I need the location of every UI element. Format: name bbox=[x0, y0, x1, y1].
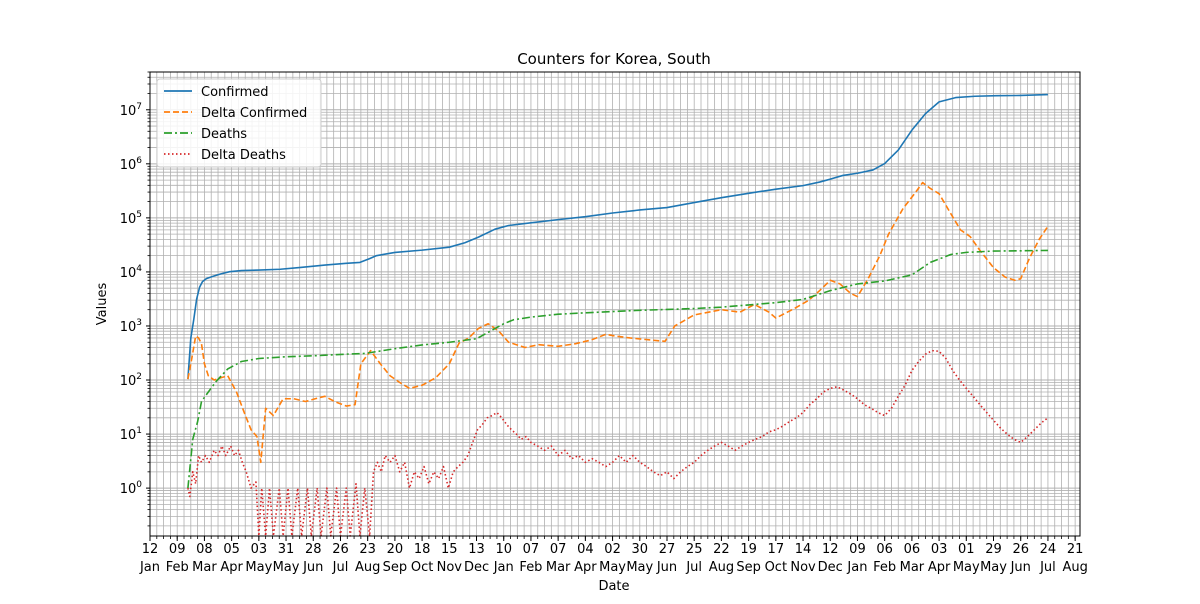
series-lines bbox=[187, 93, 1049, 537]
x-tick-label-day: 29 bbox=[985, 542, 1002, 557]
y-tick-label: 103 bbox=[120, 318, 142, 335]
x-tick-label-month: Sep bbox=[736, 560, 761, 575]
x-tick-label-month: Mar bbox=[900, 560, 925, 575]
x-tick-label-day: 12 bbox=[822, 542, 839, 557]
x-tick-label-month: May bbox=[273, 560, 300, 575]
x-tick-label-month: May bbox=[599, 560, 626, 575]
x-tick-label-day: 01 bbox=[958, 542, 975, 557]
x-tick-label-day: 30 bbox=[632, 542, 649, 557]
y-tick-label: 106 bbox=[120, 156, 143, 173]
grid-lines bbox=[149, 71, 1080, 536]
x-tick-label-day: 26 bbox=[332, 542, 349, 557]
legend-box bbox=[156, 78, 322, 168]
x-tick-label-month: Jan bbox=[846, 560, 867, 575]
legend-label: Confirmed bbox=[201, 85, 269, 100]
x-tick-label-day: 05 bbox=[223, 542, 240, 557]
x-tick-label-month: Jun bbox=[1010, 560, 1031, 575]
plot-frame bbox=[149, 71, 1081, 537]
legend-label: Delta Confirmed bbox=[201, 106, 307, 121]
x-tick-label-day: 27 bbox=[659, 542, 676, 557]
x-tick-label-day: 03 bbox=[931, 542, 948, 557]
x-tick-label-month: Jul bbox=[685, 560, 702, 575]
x-tick-label-day: 26 bbox=[1012, 542, 1029, 557]
x-tick-label-month: Feb bbox=[519, 560, 542, 575]
x-tick-label-day: 09 bbox=[169, 542, 186, 557]
series-line-confirmed bbox=[187, 93, 1048, 380]
x-tick-label-day: 08 bbox=[196, 542, 213, 557]
x-tick-label-month: Jun bbox=[302, 560, 323, 575]
x-tick-label-month: Nov bbox=[437, 560, 463, 575]
x-tick-label-month: Jun bbox=[656, 560, 677, 575]
x-tick-label-day: 07 bbox=[523, 542, 540, 557]
y-tick-label: 104 bbox=[120, 264, 143, 281]
x-axis-label: Date bbox=[598, 579, 629, 594]
x-tick-label-day: 28 bbox=[305, 542, 322, 557]
x-tick-label-day: 07 bbox=[550, 542, 567, 557]
x-tick-label-day: 19 bbox=[740, 542, 757, 557]
series-line-delta-confirmed bbox=[187, 181, 1049, 464]
y-axis-ticks: 100 101 102 103 104 105 106 107 bbox=[120, 71, 150, 527]
x-tick-label-day: 15 bbox=[441, 542, 458, 557]
y-tick-label: 100 bbox=[120, 480, 143, 497]
x-tick-label-day: 04 bbox=[577, 542, 594, 557]
y-tick-label: 101 bbox=[120, 426, 142, 443]
x-tick-label-month: Apr bbox=[928, 560, 951, 575]
x-tick-label-day: 31 bbox=[278, 542, 295, 557]
x-tick-label-day: 06 bbox=[904, 542, 921, 557]
legend: Confirmed Delta Confirmed Deaths Delta Deat… bbox=[156, 78, 322, 168]
y-tick-label: 105 bbox=[120, 210, 142, 227]
series-line-deaths bbox=[187, 249, 1048, 489]
x-tick-label-day: 21 bbox=[1067, 542, 1084, 557]
x-tick-label-month: May bbox=[980, 560, 1007, 575]
x-tick-label-month: Feb bbox=[166, 560, 189, 575]
x-tick-label-month: Nov bbox=[790, 560, 816, 575]
x-tick-label-day: 22 bbox=[713, 542, 730, 557]
x-tick-label-month: Apr bbox=[574, 560, 597, 575]
x-tick-label-month: Jul bbox=[1039, 560, 1056, 575]
x-tick-label-month: May bbox=[245, 560, 272, 575]
y-tick-label: 107 bbox=[120, 102, 142, 119]
x-tick-label-day: 20 bbox=[387, 542, 404, 557]
x-tick-label-month: Aug bbox=[355, 560, 380, 575]
x-tick-label-day: 13 bbox=[468, 542, 485, 557]
x-tick-label-month: Feb bbox=[873, 560, 896, 575]
x-tick-label-day: 14 bbox=[795, 542, 812, 557]
x-tick-label-day: 12 bbox=[142, 542, 159, 557]
y-axis-label: Values bbox=[95, 283, 110, 326]
series-line-delta-deaths bbox=[187, 349, 1049, 537]
x-tick-label-day: 17 bbox=[768, 542, 785, 557]
x-axis-ticks: 12 Jan 09 Feb 08 Mar 05 Apr 03 May 31 May 28 Jun 26 Jul… bbox=[139, 536, 1088, 575]
x-tick-label-day: 24 bbox=[1040, 542, 1057, 557]
x-tick-label-month: Dec bbox=[818, 560, 843, 575]
legend-label: Deaths bbox=[201, 127, 247, 142]
x-tick-label-month: Jan bbox=[493, 560, 514, 575]
y-tick-label: 102 bbox=[120, 372, 142, 389]
chart-title: Counters for Korea, South bbox=[517, 50, 711, 68]
x-tick-label-month: Aug bbox=[1062, 560, 1087, 575]
x-tick-label-month: Mar bbox=[546, 560, 571, 575]
x-tick-label-day: 03 bbox=[251, 542, 268, 557]
x-tick-label-month: Oct bbox=[411, 560, 433, 575]
x-tick-label-day: 18 bbox=[414, 542, 431, 557]
x-tick-label-month: Mar bbox=[192, 560, 217, 575]
x-tick-label-month: Jul bbox=[332, 560, 349, 575]
x-tick-label-month: May bbox=[626, 560, 653, 575]
legend-label: Delta Deaths bbox=[201, 148, 286, 163]
x-tick-label-day: 06 bbox=[876, 542, 893, 557]
x-tick-label-day: 25 bbox=[686, 542, 703, 557]
x-tick-label-month: Jan bbox=[139, 560, 160, 575]
x-tick-label-month: Oct bbox=[765, 560, 787, 575]
x-tick-label-month: Apr bbox=[220, 560, 243, 575]
x-tick-label-month: Sep bbox=[383, 560, 408, 575]
x-tick-label-month: Aug bbox=[709, 560, 734, 575]
x-tick-label-day: 10 bbox=[495, 542, 512, 557]
x-tick-label-day: 23 bbox=[359, 542, 376, 557]
x-tick-label-month: May bbox=[953, 560, 980, 575]
x-tick-label-day: 02 bbox=[604, 542, 621, 557]
x-tick-label-day: 09 bbox=[849, 542, 866, 557]
x-tick-label-month: Dec bbox=[464, 560, 489, 575]
